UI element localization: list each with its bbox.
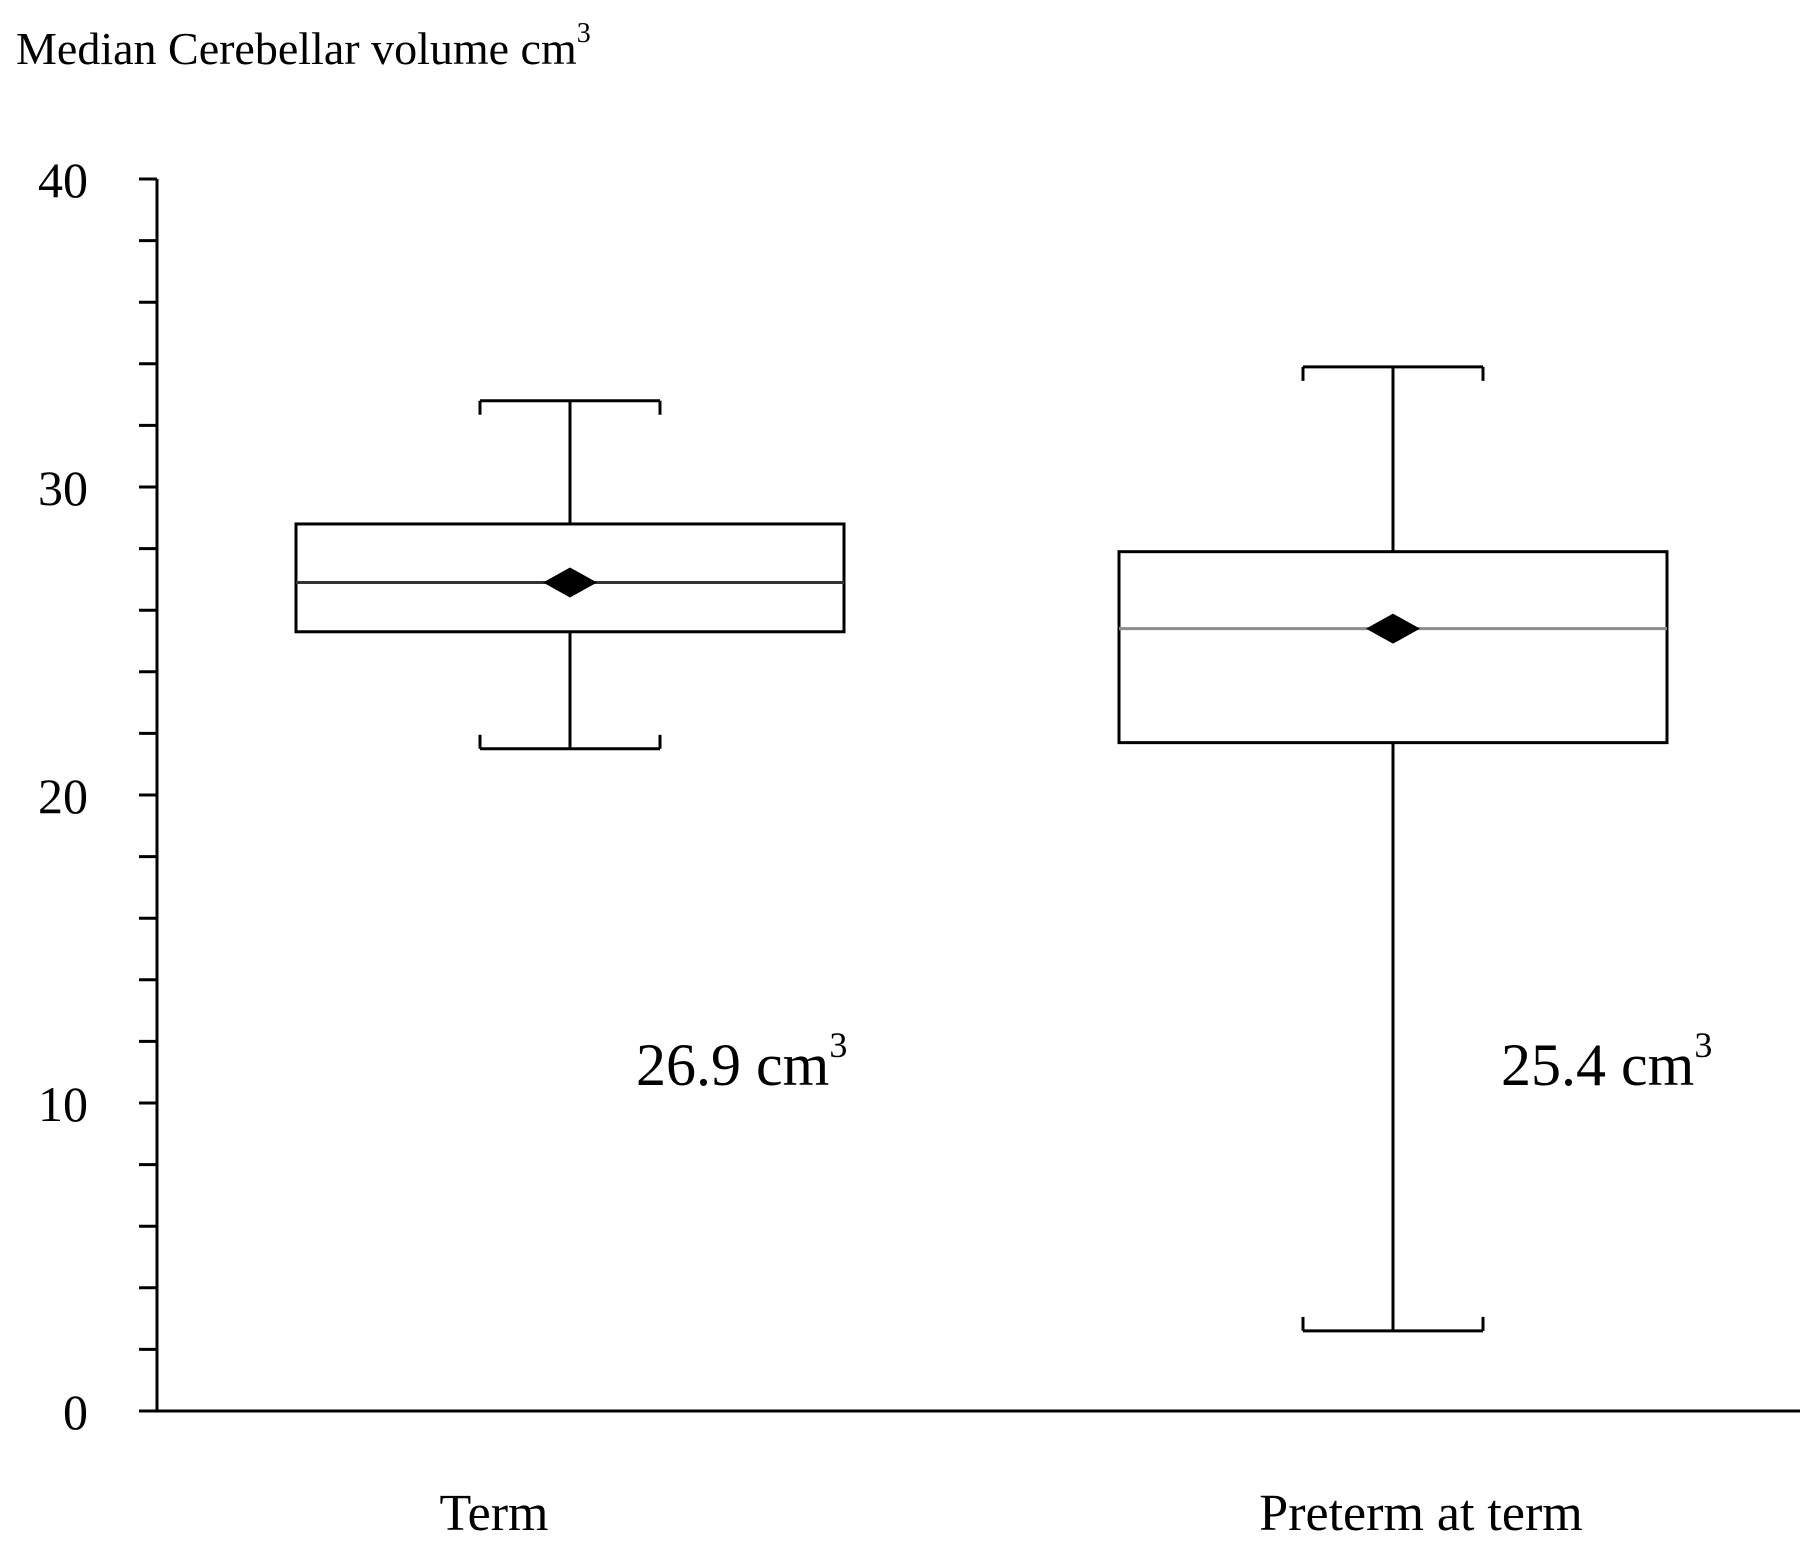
median-annotation-superscript: 3 <box>1694 1025 1712 1065</box>
chart-title-text: Median Cerebellar volume cm <box>16 23 577 74</box>
median-annotation-value: 26.9 cm <box>636 1032 829 1098</box>
axes-layer: 0 10 20 30 40 <box>38 152 1800 1440</box>
box-group-0 <box>294 399 846 751</box>
category-label: Preterm at term <box>1259 1485 1582 1542</box>
median-annotation-value: 25.4 cm <box>1501 1032 1694 1098</box>
median-annotation-superscript: 3 <box>829 1025 847 1065</box>
y-tick-label: 0 <box>63 1384 88 1440</box>
chart-title-superscript: 3 <box>577 18 591 49</box>
median-diamond-marker <box>1366 613 1420 644</box>
chart-title: Median Cerebellar volume cm3 <box>16 18 591 74</box>
y-tick-label: 40 <box>38 152 88 208</box>
boxes-layer <box>294 365 1669 1333</box>
y-tick-label: 10 <box>38 1076 88 1132</box>
median-annotation: 25.4 cm3 <box>1501 1025 1712 1098</box>
median-diamond-marker <box>543 567 597 598</box>
y-tick-label: 20 <box>38 768 88 824</box>
iqr-box <box>1117 550 1669 745</box>
median-annotation: 26.9 cm3 <box>636 1025 847 1098</box>
y-tick-label: 30 <box>38 460 88 516</box>
box-group-1 <box>1117 365 1669 1333</box>
category-label: Term <box>440 1485 549 1542</box>
